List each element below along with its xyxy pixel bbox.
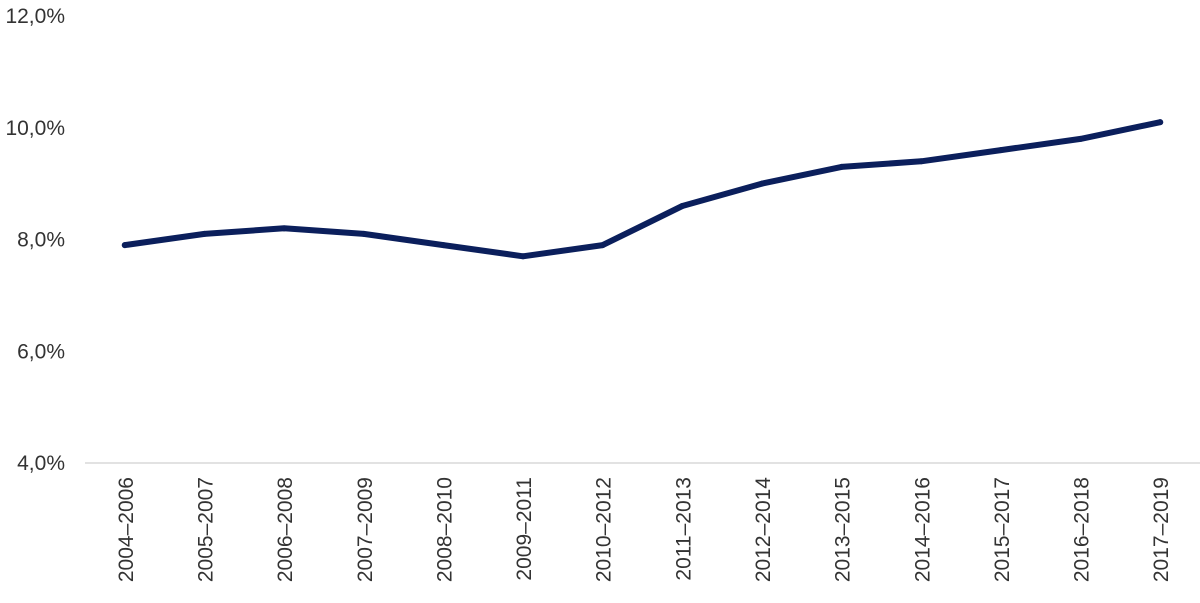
data-point	[599, 242, 606, 249]
x-tick-label: 2007–2009	[354, 477, 377, 582]
x-axis-ticks: 2004–2006 2005–2007 2006–2008 2007–2009 2008…	[115, 477, 1173, 582]
y-tick-label: 8,0%	[17, 229, 65, 252]
data-point	[758, 180, 765, 187]
data-point	[520, 253, 527, 260]
x-tick-label: 2013–2015	[832, 477, 855, 582]
x-tick-label: 2012–2014	[752, 477, 775, 582]
data-point	[1157, 119, 1164, 126]
x-tick-label: 2015–2017	[991, 477, 1014, 582]
y-tick-label: 4,0%	[17, 452, 65, 475]
data-point	[201, 230, 208, 237]
x-tick-label: 2009–2011	[513, 477, 536, 581]
data-point	[121, 242, 128, 249]
x-tick-label: 2010–2012	[593, 477, 616, 582]
data-point	[1077, 135, 1084, 142]
y-tick-label: 10,0%	[5, 117, 65, 140]
x-tick-label: 2016–2018	[1071, 477, 1094, 582]
x-tick-label: 2017–2019	[1150, 477, 1173, 582]
data-point	[997, 147, 1004, 154]
data-point	[918, 158, 925, 165]
series-points	[121, 119, 1164, 260]
data-point	[838, 163, 845, 170]
data-point	[360, 230, 367, 237]
x-tick-label: 2014–2016	[911, 477, 934, 582]
data-point	[440, 242, 447, 249]
y-tick-label: 12,0%	[5, 5, 65, 28]
x-tick-label: 2006–2008	[274, 477, 297, 582]
x-tick-label: 2005–2007	[194, 477, 217, 582]
y-axis-ticks: 4,0% 6,0% 8,0% 10,0% 12,0%	[5, 5, 65, 475]
x-tick-label: 2011–2013	[672, 477, 695, 581]
series-line	[121, 119, 1164, 260]
y-tick-label: 6,0%	[17, 340, 65, 363]
data-point	[281, 225, 288, 232]
x-tick-label: 2004–2006	[115, 477, 138, 582]
x-tick-label: 2008–2010	[433, 477, 456, 582]
data-point	[679, 202, 686, 209]
